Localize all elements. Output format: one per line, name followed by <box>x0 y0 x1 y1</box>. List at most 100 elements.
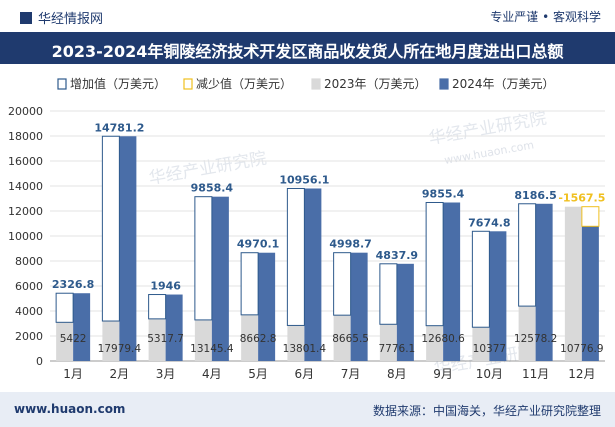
bar-2024 <box>73 293 91 361</box>
x-tick-label: 10月 <box>476 367 503 381</box>
x-tick-label: 8月 <box>387 367 407 381</box>
y-tick-label: 12000 <box>8 205 43 218</box>
x-tick-label: 2月 <box>110 367 130 381</box>
x-tick-label: 6月 <box>295 367 315 381</box>
change-value-label: 9855.4 <box>422 187 465 200</box>
value-label-2024: 12680.6 <box>421 333 465 345</box>
logo-icon <box>20 12 32 24</box>
x-tick-label: 4月 <box>202 367 222 381</box>
bar-2023 <box>518 306 536 361</box>
bar-2023 <box>287 325 305 361</box>
value-label-2024: 10776.9 <box>560 343 603 355</box>
value-label-2024: 12578.2 <box>514 333 557 345</box>
y-tick-label: 2000 <box>15 330 43 343</box>
bar-2024 <box>350 252 368 361</box>
bar-2023 <box>379 324 397 361</box>
bar-2023 <box>194 319 212 361</box>
bar-2023 <box>102 321 120 361</box>
legend-swatch <box>183 78 193 90</box>
bar-2023 <box>333 315 351 361</box>
value-label-2024: 13801.4 <box>283 343 327 355</box>
change-value-label: 10956.1 <box>279 173 329 186</box>
footer-bar: www.huaon.com 数据来源：中国海关，华经产业研究院整理 <box>0 392 615 427</box>
legend-swatch <box>311 78 321 90</box>
change-value-label: 1946 <box>150 280 181 293</box>
x-tick-label: 5月 <box>248 367 268 381</box>
x-tick-label: 12月 <box>568 367 595 381</box>
bar-2023 <box>148 318 166 361</box>
bar-2024 <box>581 226 599 361</box>
x-tick-label: 11月 <box>522 367 549 381</box>
value-label-2024: 7776.1 <box>379 343 416 355</box>
bar-increase <box>518 203 537 307</box>
bar-2023 <box>241 314 259 361</box>
brand: 华经情报网 <box>20 8 103 27</box>
bar-increase <box>333 252 352 316</box>
bar-increase <box>194 196 213 321</box>
legend-label: 2023年（万美元） <box>324 77 427 91</box>
bar-increase <box>379 263 398 325</box>
bar-increase <box>425 201 444 327</box>
value-label-2024: 8665.5 <box>332 333 369 345</box>
change-value-label: 9858.4 <box>191 182 234 195</box>
y-tick-label: 14000 <box>8 180 43 193</box>
bar-2024 <box>211 196 229 361</box>
value-label-2024: 5317.7 <box>147 333 184 345</box>
change-value-label: 14781.2 <box>94 121 144 134</box>
legend-label: 增加值（万美元） <box>70 76 166 91</box>
change-value-label: 2326.8 <box>52 278 94 291</box>
footer-source: 数据来源：中国海关，华经产业研究院整理 <box>372 404 601 418</box>
y-tick-label: 10000 <box>8 230 43 243</box>
bar-2023 <box>564 206 582 361</box>
title-bar: 2023-2024年铜陵经济技术开发区商品收发货人所在地月度进出口总额 <box>0 32 615 64</box>
bar-2024 <box>489 231 507 361</box>
change-value-label: 4970.1 <box>237 238 279 251</box>
bar-2024 <box>165 294 183 361</box>
bar-2023 <box>426 325 444 361</box>
legend-label: 2024年（万美元） <box>452 77 555 91</box>
value-label-2024: 17979.4 <box>98 343 142 355</box>
tagline: 专业严谨 • 客观科学 <box>490 10 601 24</box>
bar-increase <box>148 294 167 320</box>
bar-2024 <box>535 203 553 361</box>
bar-increase <box>55 292 74 323</box>
chart-title: 2023-2024年铜陵经济技术开发区商品收发货人所在地月度进出口总额 <box>51 42 564 61</box>
x-tick-label: 1月 <box>63 367 83 381</box>
change-value-label: 7674.8 <box>468 216 510 229</box>
bar-increase <box>286 187 305 326</box>
change-value-label: 4837.9 <box>376 249 418 262</box>
bar-chart: 华经产业研究院华经产业研究院www.huaon.com华经产业研究院020004… <box>8 76 605 381</box>
bar-2024 <box>443 202 461 361</box>
y-tick-label: 0 <box>36 355 43 368</box>
y-tick-label: 6000 <box>15 280 43 293</box>
legend-label: 减少值（万美元） <box>196 76 292 91</box>
bar-increase <box>101 135 120 322</box>
top-bar: 华经情报网 专业严谨 • 客观科学 <box>0 0 615 32</box>
value-label-2024: 10377 <box>473 343 506 355</box>
bar-2023 <box>56 322 74 361</box>
change-value-label: -1567.5 <box>558 192 605 205</box>
bar-decrease <box>581 206 600 227</box>
legend-swatch <box>439 78 449 90</box>
bar-2024 <box>304 188 322 361</box>
y-tick-label: 16000 <box>8 155 43 168</box>
y-tick-label: 8000 <box>15 255 43 268</box>
bar-increase <box>471 230 490 328</box>
x-tick-label: 3月 <box>156 367 176 381</box>
bar-2024 <box>396 263 414 361</box>
y-tick-label: 4000 <box>15 305 43 318</box>
x-tick-label: 7月 <box>341 367 361 381</box>
footer-site: www.huaon.com <box>14 402 126 416</box>
value-label-2024: 5422 <box>60 333 87 345</box>
bar-2024 <box>119 136 137 361</box>
y-tick-label: 20000 <box>8 105 43 118</box>
bar-increase <box>240 252 259 316</box>
bar-2024 <box>258 252 276 361</box>
legend-swatch <box>57 78 67 90</box>
value-label-2024: 13145.4 <box>190 343 234 355</box>
change-value-label: 4998.7 <box>329 238 371 251</box>
x-tick-label: 9月 <box>433 367 453 381</box>
bar-2023 <box>472 327 490 361</box>
brand-name: 华经情报网 <box>38 12 104 27</box>
